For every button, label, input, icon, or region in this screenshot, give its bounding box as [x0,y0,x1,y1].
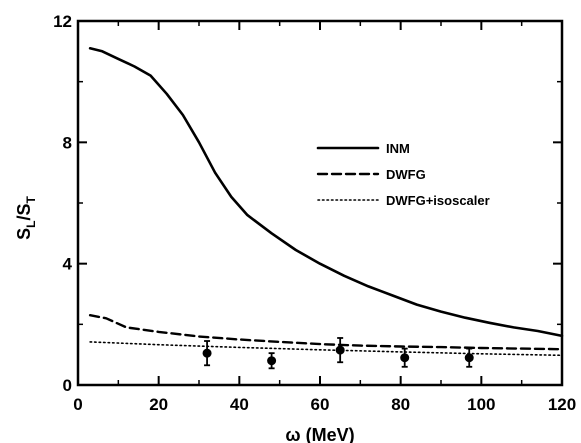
data-point [267,356,277,366]
data-points-layer [202,337,474,370]
axis-ticks [77,20,563,386]
y-tick-label: 8 [63,133,72,152]
series-line-dwfg-isoscaler [89,341,563,357]
data-point [400,353,410,363]
series-layer [88,46,564,357]
x-tick-label: 20 [149,395,168,414]
x-tick-label: 40 [230,395,249,414]
legend: INM DWFG DWFG+isoscaler [316,141,490,208]
data-point [464,353,474,363]
legend-label: DWFG+isoscaler [386,193,490,208]
y-tick-label: 0 [63,376,72,395]
x-tick-label: 80 [391,395,410,414]
x-tick-label: 120 [548,395,576,414]
series-line-dwfg [88,314,564,351]
y-axis-label-sub-2: T [24,195,38,203]
y-axis-label: SL/ST [14,195,38,239]
x-tick-label: 60 [311,395,330,414]
y-axis-label-sub-1: L [24,221,38,228]
x-axis-label: ω (MeV) [285,425,354,443]
x-tick-label: 0 [73,395,82,414]
x-tick-label: 100 [467,395,495,414]
series-line-inm [88,46,564,338]
data-point [335,345,345,355]
y-axis-label-sep: /S [14,203,34,220]
y-axis-label-main: S [14,228,34,240]
data-point [202,348,212,358]
legend-label: INM [386,141,410,156]
tick-labels: 0 20 40 60 80 100 120 0 4 8 12 [53,12,576,414]
y-tick-label: 12 [53,12,72,31]
y-tick-label: 4 [63,255,73,274]
legend-label: DWFG [386,167,426,182]
